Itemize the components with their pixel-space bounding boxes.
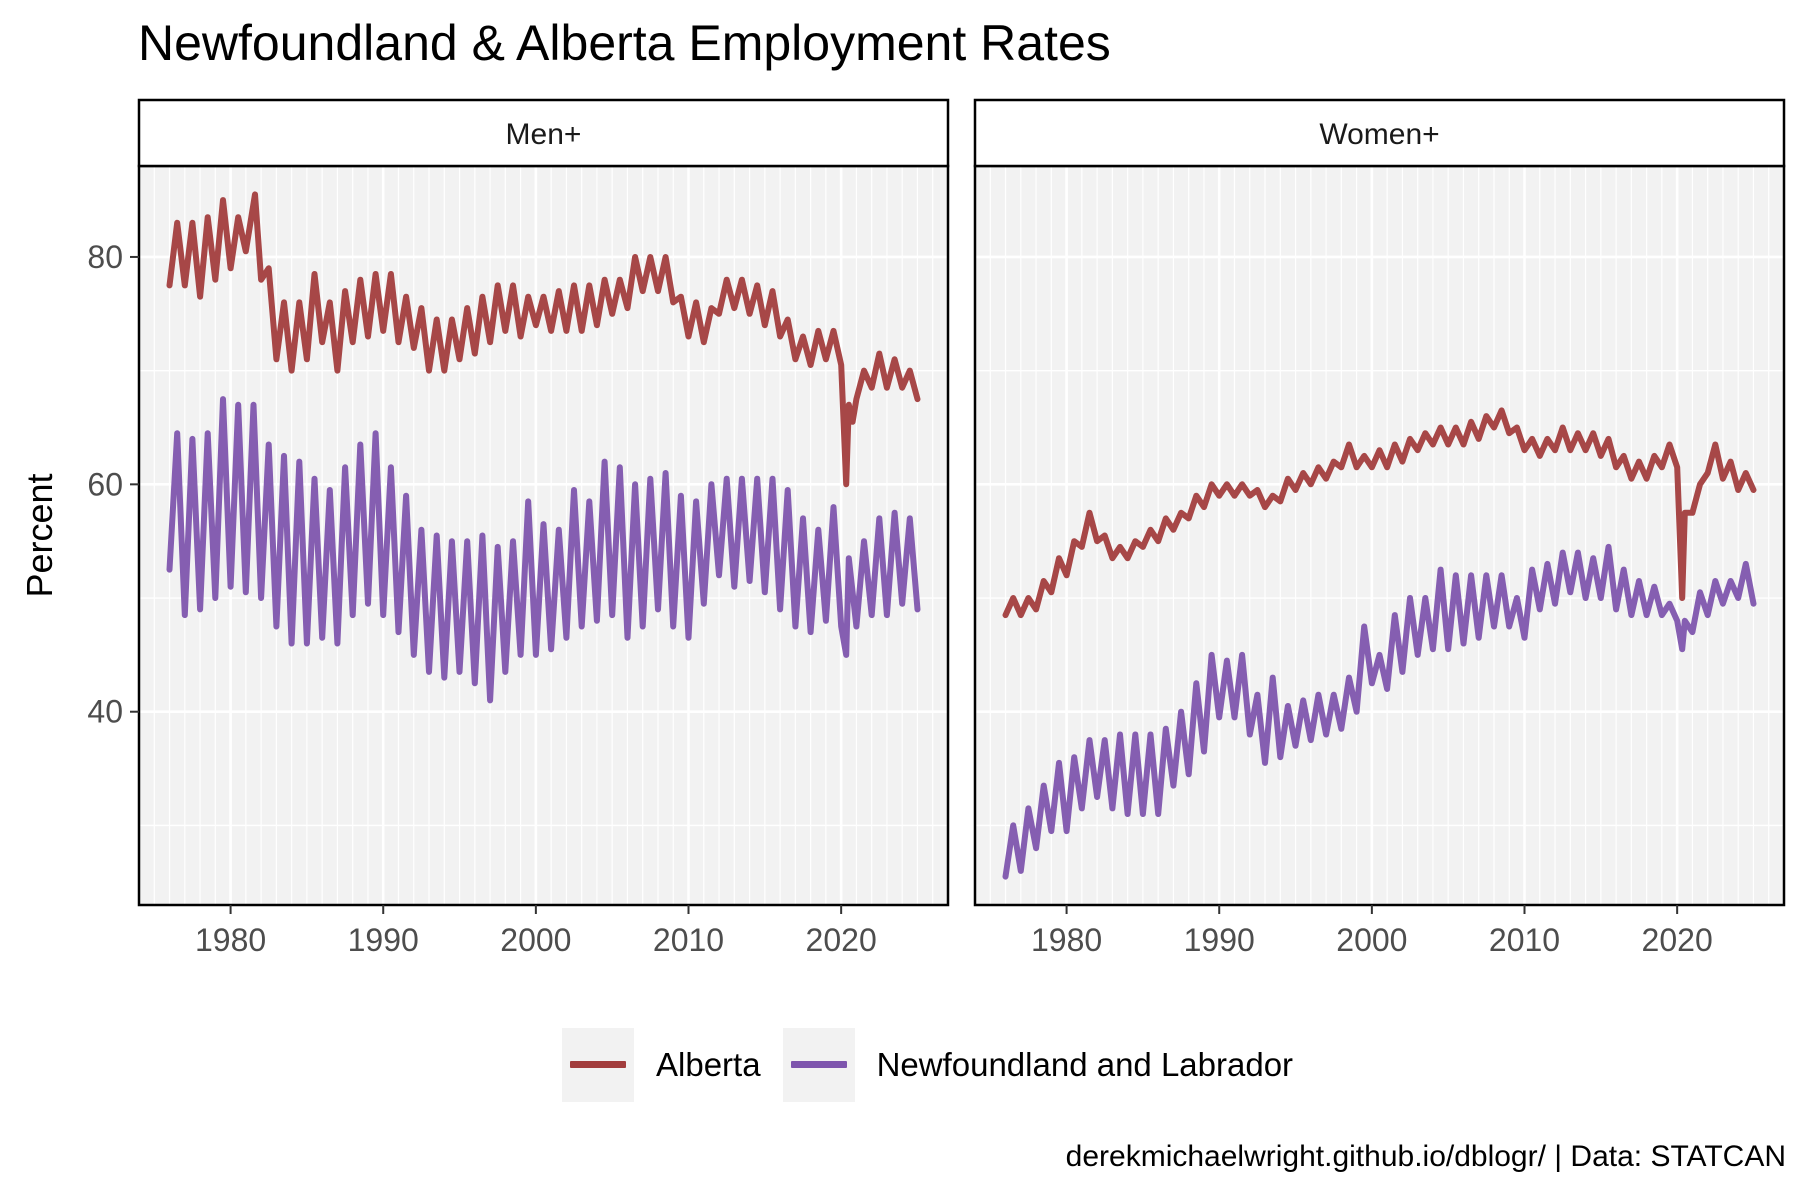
legend-item-newfoundland: Newfoundland and Labrador xyxy=(782,1028,1294,1102)
x-tick-label: 2000 xyxy=(500,922,571,958)
caption: derekmichaelwright.github.io/dblogr/ | D… xyxy=(1065,1140,1786,1173)
series-line-alberta-men xyxy=(166,191,921,488)
chart-title: Newfoundland & Alberta Employment Rates xyxy=(138,15,1111,71)
series-line-newfoundland-and-labrador-women xyxy=(1002,543,1757,880)
y-tick-label: 40 xyxy=(87,694,123,730)
x-tick-label: 1990 xyxy=(348,922,419,958)
legend-label-newfoundland: Newfoundland and Labrador xyxy=(876,1046,1294,1083)
x-tick-label: 2010 xyxy=(653,922,724,958)
legend-swatch-alberta xyxy=(570,1061,626,1068)
legend-swatch-newfoundland xyxy=(790,1061,847,1068)
legend-key-newfoundland xyxy=(782,1028,855,1102)
x-tick-label: 1990 xyxy=(1184,922,1255,958)
legend-label-alberta: Alberta xyxy=(656,1046,761,1083)
x-tick-label: 2000 xyxy=(1336,922,1407,958)
x-tick-label: 2020 xyxy=(1642,922,1713,958)
series-line-alberta-women xyxy=(1002,407,1757,619)
y-tick-label: 80 xyxy=(87,239,123,275)
legend: Alberta Newfoundland and Labrador xyxy=(562,1028,1315,1102)
legend-key-alberta xyxy=(562,1028,634,1102)
x-tick-label: 1980 xyxy=(1031,922,1102,958)
facet-strip-label-men: Men+ xyxy=(506,118,582,151)
facet-strip-label-women: Women+ xyxy=(1319,118,1439,151)
facet-strip-men xyxy=(137,98,950,168)
y-tick-label: 60 xyxy=(87,466,123,502)
x-tick-label: 2020 xyxy=(806,922,877,958)
legend-item-alberta: Alberta xyxy=(562,1028,761,1102)
facet-strip-women xyxy=(973,98,1786,168)
series-line-newfoundland-and-labrador-men xyxy=(166,396,921,704)
y-axis-title: Percent xyxy=(19,473,60,597)
x-tick-label: 1980 xyxy=(195,922,266,958)
x-tick-label: 2010 xyxy=(1489,922,1560,958)
